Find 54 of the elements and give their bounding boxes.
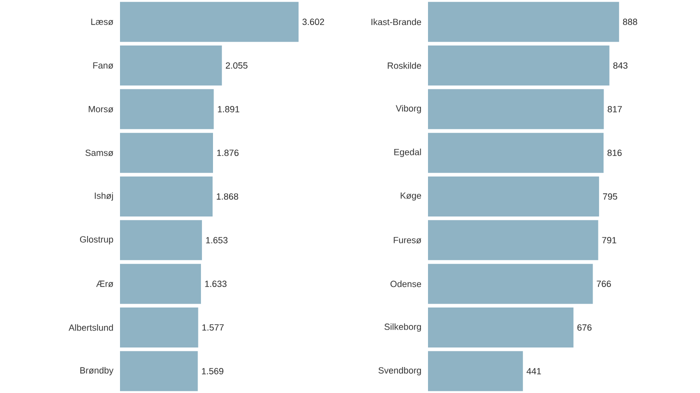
bar <box>428 220 598 260</box>
data-label: 795 <box>603 193 618 200</box>
y-tick-label: Læsø <box>91 18 114 26</box>
y-tick-label: Ikast-Brande <box>371 18 422 26</box>
data-label: 843 <box>613 62 628 69</box>
y-tick-label: Samsø <box>85 150 114 156</box>
data-label: 2.055 <box>226 62 248 69</box>
data-label: 888 <box>622 18 638 26</box>
data-label: 1.891 <box>218 106 240 112</box>
data-label: 1.569 <box>202 368 224 374</box>
data-label: 1.653 <box>206 236 228 244</box>
y-tick-label: Køge <box>400 192 422 201</box>
bar <box>120 132 214 173</box>
y-tick-label: Odense <box>390 280 422 288</box>
data-label: 817 <box>608 106 622 112</box>
bar <box>120 307 198 348</box>
y-tick-label: Furesø <box>394 236 422 244</box>
bar <box>120 264 201 304</box>
data-label: 1.577 <box>202 324 224 331</box>
bar <box>428 264 593 304</box>
bar <box>120 89 214 130</box>
data-label: 816 <box>607 150 622 156</box>
data-label: 676 <box>577 324 592 331</box>
y-tick-label: Roskilde <box>388 62 422 69</box>
y-tick-label: Ishøj <box>94 192 113 201</box>
data-label: 1.876 <box>217 150 239 156</box>
bar <box>120 176 213 216</box>
data-label: 1.633 <box>205 280 227 288</box>
bar <box>120 2 299 42</box>
bar <box>428 132 604 173</box>
bar <box>120 351 198 392</box>
y-tick-label: Svendborg <box>378 366 421 376</box>
bar <box>428 176 600 216</box>
data-label: 766 <box>596 280 611 288</box>
data-label: 1.868 <box>216 193 238 200</box>
bar <box>428 46 610 86</box>
data-label: 791 <box>602 236 616 244</box>
bar <box>428 2 620 42</box>
y-tick-label: Egedal <box>394 148 421 158</box>
bar <box>428 89 604 130</box>
y-tick-label: Morsø <box>88 106 114 112</box>
y-tick-label: Brøndby <box>80 366 114 376</box>
bar <box>120 220 202 260</box>
bar <box>428 307 574 348</box>
y-tick-label: Ærø <box>96 280 114 288</box>
y-tick-label: Silkeborg <box>384 323 421 332</box>
y-tick-label: Glostrup <box>80 236 114 244</box>
data-label: 441 <box>526 368 541 374</box>
y-tick-label: Viborg <box>396 104 421 114</box>
data-label: 3.602 <box>302 18 324 26</box>
y-tick-label: Albertslund <box>68 324 113 331</box>
bar <box>120 46 222 86</box>
bar <box>428 351 523 392</box>
y-tick-label: Fanø <box>93 62 114 69</box>
